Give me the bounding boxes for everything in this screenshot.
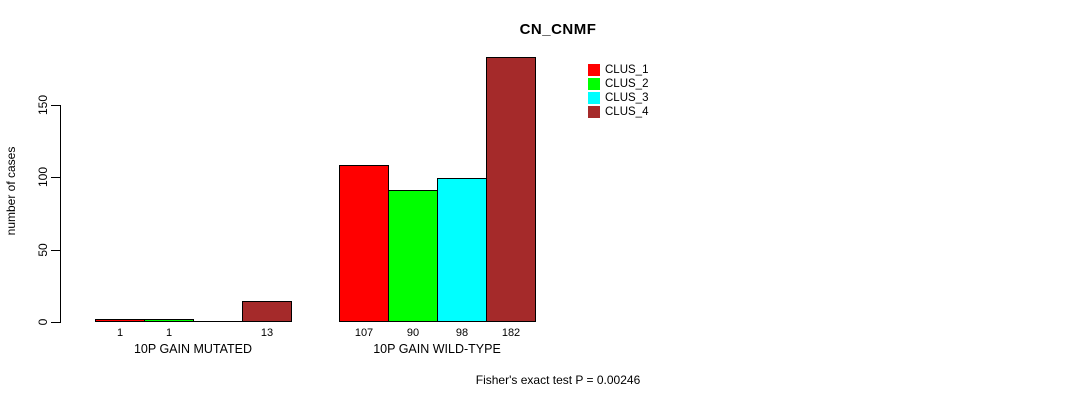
y-tick-label: 150 <box>36 94 50 116</box>
chart-title: CN_CNMF <box>519 21 597 38</box>
group-label: 10P GAIN MUTATED <box>133 342 253 356</box>
fisher-test-annotation: Fisher's exact test P = 0.00246 <box>475 373 641 387</box>
y-tick <box>51 105 60 106</box>
legend-swatch-clus_2 <box>588 77 600 90</box>
bar-clus_1 <box>339 165 389 322</box>
bar-value-label: 1 <box>116 327 124 339</box>
bar-clus_3 <box>437 178 487 322</box>
y-axis-title: number of cases <box>4 146 18 236</box>
legend-item-clus_1: CLUS_1 <box>588 63 648 76</box>
y-tick <box>51 249 60 251</box>
y-tick <box>51 177 60 179</box>
legend-label: CLUS_4 <box>605 105 649 118</box>
legend-label: CLUS_3 <box>605 91 649 104</box>
group-label: 10P GAIN WILD-TYPE <box>373 342 501 356</box>
bar-clus_3-zero <box>193 321 243 322</box>
bar-clus_2 <box>388 189 438 322</box>
legend-item-clus_2: CLUS_2 <box>588 77 648 90</box>
bar-clus_4 <box>486 56 536 322</box>
bar-clus_4 <box>242 301 292 322</box>
y-axis-line <box>60 105 61 323</box>
legend-label: CLUS_2 <box>605 77 649 90</box>
bar-value-label: 90 <box>406 327 420 339</box>
bar-clus_2 <box>144 318 194 322</box>
bar-value-label: 182 <box>501 327 521 339</box>
legend-swatch-clus_1 <box>588 63 600 76</box>
bar-value-label: 1 <box>165 327 173 339</box>
legend-label: CLUS_1 <box>605 63 649 76</box>
legend-item-clus_4: CLUS_4 <box>588 105 648 118</box>
y-tick-label: 50 <box>36 242 50 257</box>
legend: CLUS_1 CLUS_2 CLUS_3 CLUS_4 <box>588 63 648 119</box>
legend-item-clus_3: CLUS_3 <box>588 91 648 104</box>
y-tick <box>51 322 60 323</box>
bar-clus_1 <box>95 318 145 322</box>
y-tick-label: 0 <box>36 318 50 326</box>
legend-swatch-clus_4 <box>588 105 600 118</box>
bar-value-label: 13 <box>260 327 274 339</box>
y-tick-label: 100 <box>36 167 50 188</box>
legend-swatch-clus_3 <box>588 91 600 104</box>
bar-value-label: 98 <box>455 327 469 339</box>
bar-value-label: 107 <box>354 327 374 339</box>
